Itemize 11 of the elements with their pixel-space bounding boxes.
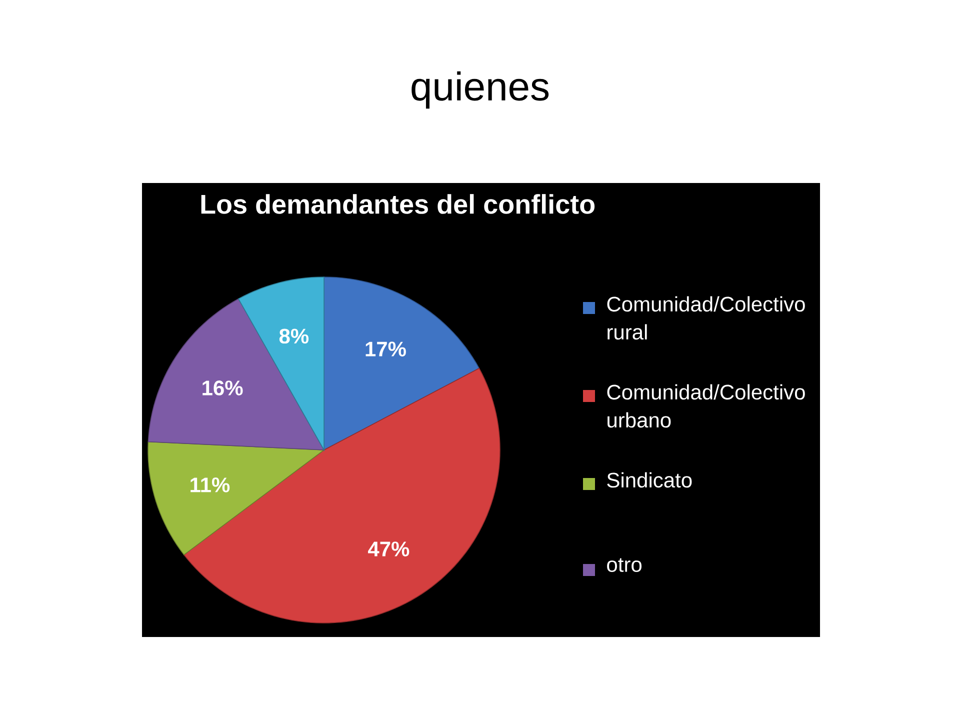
data-label: 47% — [368, 542, 410, 556]
data-label: 8% — [279, 328, 309, 344]
legend-label: otro — [607, 558, 642, 572]
legend-label: Comunidad/Colectivo urbano — [607, 384, 805, 428]
data-label: 16% — [202, 380, 243, 396]
legend-label: Comunidad/Colectivo rural — [607, 296, 805, 340]
legend-label: Sindicato — [607, 472, 692, 488]
chart-subtitle: Los demandantes del conflicto — [201, 194, 595, 214]
data-label: 17% — [366, 342, 406, 356]
chart-title: quienes — [412, 71, 549, 109]
data-label: 11% — [190, 478, 230, 492]
